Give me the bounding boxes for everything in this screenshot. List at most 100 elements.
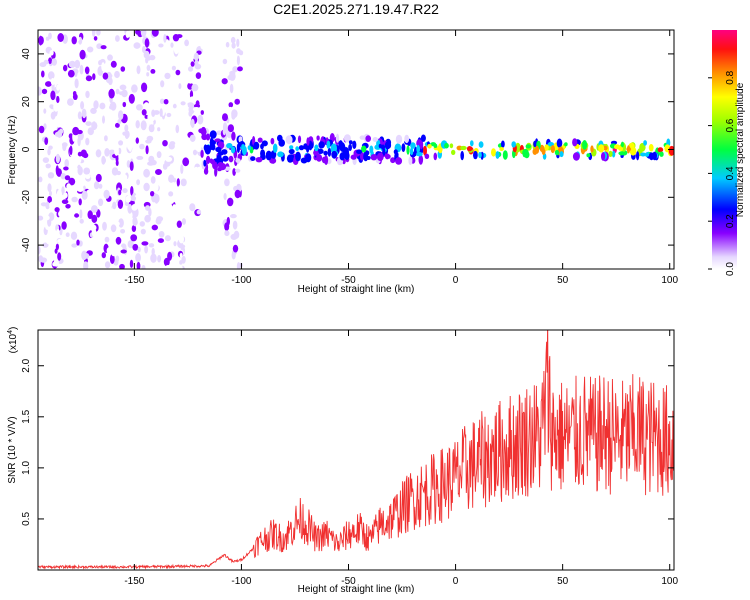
heatmap-blob — [45, 81, 52, 87]
heatmap-blob — [157, 255, 162, 263]
heatmap-blob — [85, 174, 91, 179]
heatmap-blob — [241, 145, 247, 156]
colorbar-tick-label: 0.0 — [725, 262, 736, 276]
heatmap-blob — [363, 152, 369, 162]
heatmap-blob — [395, 134, 403, 144]
heatmap-blob — [95, 173, 102, 183]
heatmap-blob — [192, 149, 198, 156]
heatmap-blob — [135, 253, 142, 263]
heatmap-blob — [53, 258, 59, 267]
heatmap-blob — [139, 221, 145, 227]
heatmap-blob — [150, 176, 156, 184]
heatmap-blob — [100, 234, 105, 240]
heatmap-blob — [129, 56, 135, 62]
heatmap-blob — [67, 98, 74, 106]
heatmap-blob — [71, 36, 77, 45]
heatmap-blob — [38, 176, 43, 183]
heatmap-blob — [119, 84, 127, 91]
heatmap-blob — [424, 153, 430, 159]
heatmap-blob — [38, 86, 42, 96]
heatmap-blob — [162, 140, 168, 147]
heatmap-blob — [75, 50, 80, 59]
heatmap-blob — [556, 138, 563, 148]
heatmap-blob — [470, 140, 474, 147]
heatmap-blob — [45, 36, 50, 41]
heatmap-blob — [57, 252, 62, 261]
heatmap-blob — [124, 124, 129, 132]
heatmap-blob — [74, 59, 81, 69]
heatmap-blob — [297, 135, 302, 144]
heatmap-blob — [63, 166, 69, 171]
heatmap-blob — [221, 78, 228, 85]
heatmap-blob — [125, 195, 132, 203]
heatmap-blob — [114, 221, 120, 226]
heatmap-blob — [129, 161, 134, 172]
heatmap-blob — [173, 44, 179, 55]
heatmap-blob — [224, 230, 230, 237]
heatmap-blob — [182, 209, 187, 216]
heatmap-blob — [49, 201, 54, 209]
heatmap-blob — [150, 191, 155, 197]
heatmap-blob — [224, 222, 230, 231]
x-tick-label: -100 — [231, 275, 251, 286]
heatmap-blob — [57, 238, 64, 244]
y-tick-label: 0 — [21, 146, 32, 152]
heatmap-blob — [255, 157, 263, 163]
heatmap-blob — [47, 148, 51, 156]
heatmap-blob — [495, 151, 500, 159]
heatmap-blob — [590, 145, 594, 153]
spectrogram-x-ticks: -150 -100 -50 0 50 100 — [124, 30, 678, 286]
heatmap-blob — [68, 177, 76, 186]
heatmap-blob — [230, 233, 238, 240]
heatmap-blob — [212, 161, 219, 170]
heatmap-blob — [38, 36, 44, 45]
heatmap-blob — [131, 84, 138, 93]
heatmap-blob — [190, 118, 195, 128]
heatmap-blob — [85, 137, 90, 146]
heatmap-blob — [45, 201, 50, 210]
heatmap-blob — [136, 179, 141, 186]
heatmap-blob — [136, 65, 141, 75]
heatmap-blob — [167, 251, 173, 261]
heatmap-blob — [131, 225, 137, 232]
heatmap-blob — [348, 144, 352, 151]
heatmap-blob — [76, 154, 82, 164]
heatmap-blob — [618, 151, 625, 156]
heatmap-blob — [657, 147, 664, 153]
heatmap-blob — [41, 88, 48, 95]
heatmap-blob — [148, 243, 155, 248]
heatmap-blob — [416, 144, 421, 153]
heatmap-blob — [136, 261, 141, 269]
heatmap-blob — [533, 140, 537, 148]
heatmap-blob — [169, 141, 176, 146]
heatmap-region-1 — [221, 36, 245, 269]
heatmap-blob — [99, 53, 107, 59]
heatmap-blob — [87, 46, 94, 53]
y-tick-label: 1.5 — [21, 409, 32, 423]
heatmap-blob — [151, 224, 158, 231]
heatmap-blob — [200, 41, 205, 50]
snr-scale-close: ) — [8, 327, 19, 330]
heatmap-blob — [74, 78, 79, 89]
heatmap-blob — [162, 163, 168, 170]
heatmap-blob — [164, 72, 171, 80]
heatmap-blob — [232, 244, 239, 253]
heatmap-blob — [298, 145, 305, 151]
heatmap-blob — [228, 102, 234, 108]
heatmap-blob — [232, 220, 238, 230]
heatmap-blob — [77, 166, 83, 176]
heatmap-blob — [194, 63, 202, 70]
heatmap-blob — [395, 157, 403, 165]
colorbar-tick-label: 0.4 — [725, 166, 736, 180]
heatmap-blob — [205, 133, 211, 141]
heatmap-blob — [176, 220, 182, 228]
heatmap-blob — [91, 205, 98, 213]
heatmap-blob — [132, 216, 138, 227]
heatmap-blob — [53, 79, 58, 84]
heatmap-blob — [564, 142, 568, 147]
heatmap-blob — [238, 136, 243, 143]
heatmap-blob — [90, 107, 97, 114]
heatmap-blob — [141, 241, 149, 246]
heatmap-blob — [559, 151, 564, 158]
colorbar — [712, 30, 737, 269]
